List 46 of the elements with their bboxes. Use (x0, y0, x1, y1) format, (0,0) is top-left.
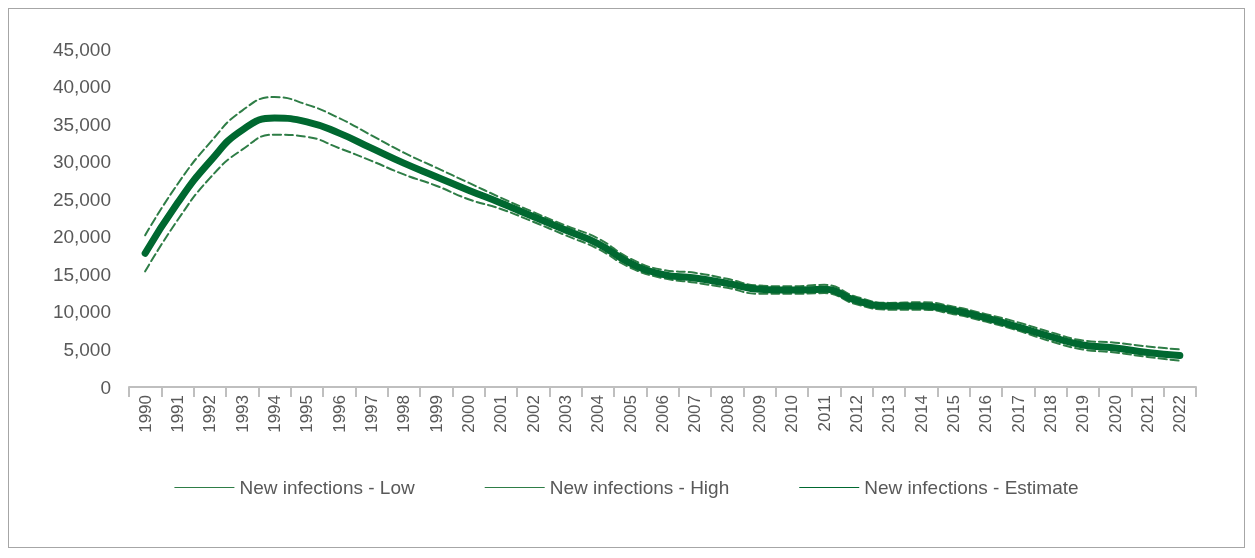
y-tick-label: 10,000 (52, 301, 111, 323)
legend-label: New infections - High (549, 477, 730, 498)
x-tick-label: 2016 (976, 395, 996, 433)
x-tick-label: 2009 (750, 395, 769, 433)
x-tick-label: 2017 (1008, 395, 1028, 433)
y-tick-label: 45,000 (52, 38, 111, 60)
x-tick-label: 1998 (394, 395, 414, 433)
y-tick-label: 40,000 (52, 76, 111, 98)
y-tick-label: 25,000 (52, 188, 111, 210)
legend-label: New infections - Estimate (864, 477, 1079, 498)
x-tick-label: 2011 (814, 395, 834, 432)
x-tick-label: 2008 (717, 395, 737, 433)
x-tick-label: 2010 (782, 395, 802, 433)
x-tick-label: 1993 (232, 395, 252, 433)
x-tick-label: 1992 (200, 395, 220, 433)
x-tick-label: 2005 (620, 395, 640, 433)
y-tick-label: 30,000 (52, 151, 111, 173)
x-tick-label: 1990 (135, 395, 155, 433)
x-tick-label: 2006 (653, 395, 672, 433)
x-tick-label: 2020 (1105, 395, 1125, 433)
x-tick-label: 2018 (1041, 395, 1060, 433)
x-tick-label: 2012 (847, 395, 866, 433)
x-tick-label: 2022 (1170, 395, 1190, 433)
x-tick-label: 2014 (911, 395, 931, 433)
legend-label: New infections - Low (239, 477, 415, 498)
x-tick-label: 2004 (588, 395, 608, 433)
x-tick-label: 1994 (265, 395, 284, 433)
x-tick-label: 2003 (556, 395, 575, 433)
x-tick-label: 2019 (1073, 395, 1093, 433)
x-tick-label: 2002 (523, 395, 543, 433)
x-tick-label: 2001 (491, 395, 511, 433)
x-tick-label: 1995 (297, 395, 317, 433)
x-tick-label: 1991 (168, 395, 187, 433)
x-tick-label: 1997 (362, 395, 381, 433)
x-tick-label: 2007 (685, 395, 705, 433)
x-tick-label: 2013 (879, 395, 899, 433)
y-tick-label: 20,000 (52, 226, 111, 248)
x-tick-label: 1999 (426, 395, 446, 433)
y-tick-label: 0 (100, 376, 111, 398)
x-tick-label: 2015 (944, 395, 963, 433)
y-tick-label: 5,000 (63, 338, 111, 360)
x-tick-label: 2000 (459, 395, 478, 433)
y-tick-label: 35,000 (52, 113, 111, 135)
x-tick-label: 2021 (1138, 395, 1157, 433)
y-tick-label: 15,000 (52, 263, 111, 285)
x-tick-label: 1996 (329, 395, 349, 433)
